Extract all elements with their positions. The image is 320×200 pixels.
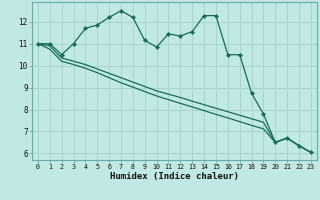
X-axis label: Humidex (Indice chaleur): Humidex (Indice chaleur) — [110, 172, 239, 181]
